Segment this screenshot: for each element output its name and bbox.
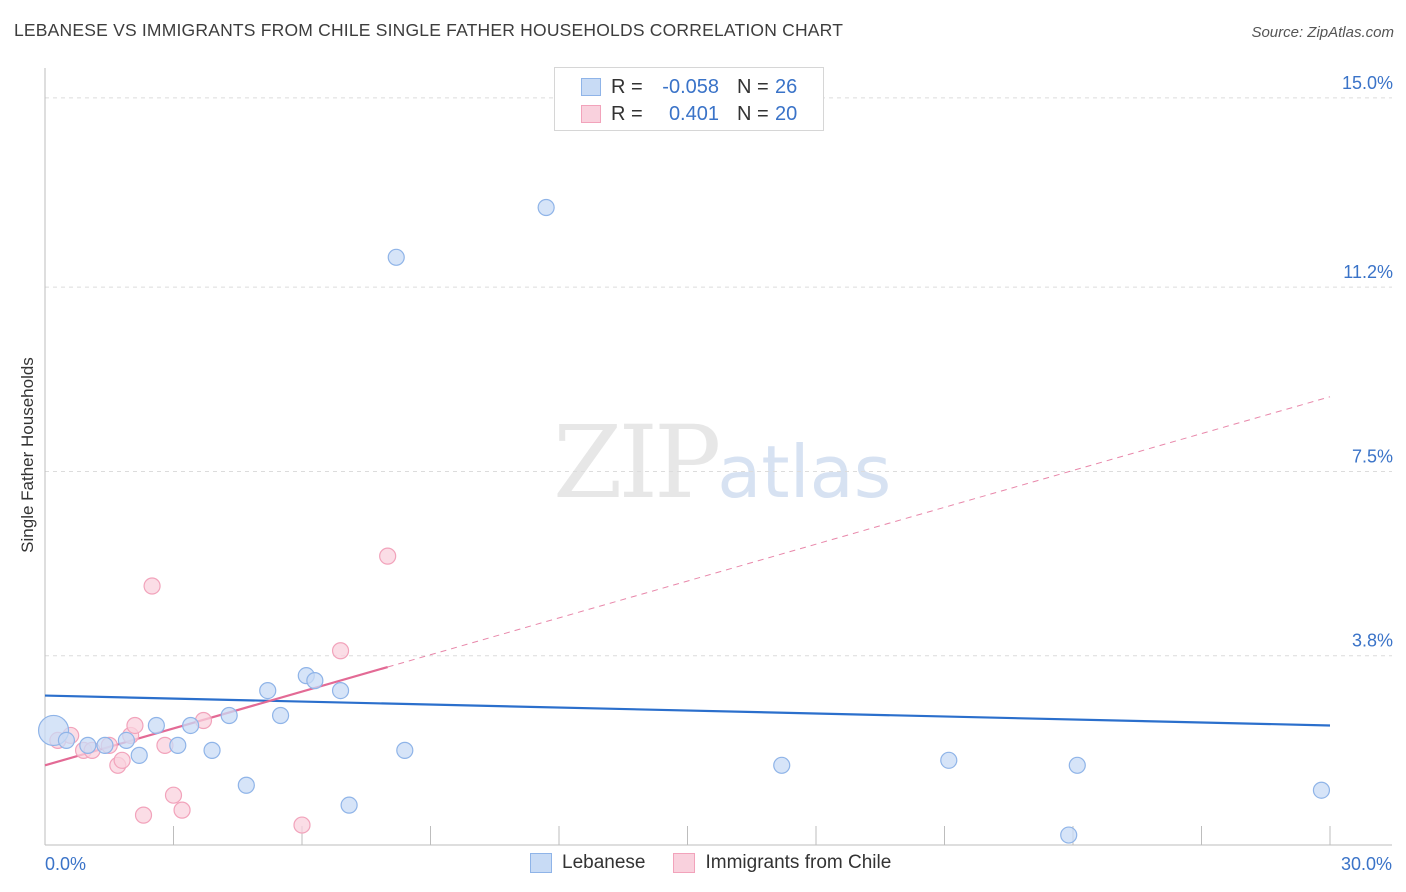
- legend-r-label: R =: [611, 75, 643, 98]
- legend-swatch-lebanese: [581, 78, 601, 96]
- chile-point: [293, 816, 311, 834]
- chile-point: [143, 577, 161, 595]
- trend-line-extension: [387, 396, 1331, 668]
- legend-r-label: R =: [611, 102, 643, 125]
- lebanese-point: [396, 741, 414, 759]
- legend-r-value: 0.401: [668, 102, 719, 125]
- lebanese-point: [1312, 781, 1331, 799]
- x-tick-label: 30.0%: [1341, 854, 1392, 874]
- source-label: Source: ZipAtlas.com: [1251, 24, 1394, 41]
- legend-item-lebanese[interactable]: Lebanese: [530, 852, 645, 874]
- y-tick-label: 7.5%: [1352, 446, 1393, 466]
- chile-point: [331, 642, 350, 660]
- axes-layer: [44, 68, 1392, 846]
- legend-row-chile: R = 0.401 N = 20: [581, 103, 797, 125]
- lebanese-point: [117, 731, 135, 750]
- lebanese-point: [237, 776, 255, 794]
- legend-row-lebanese: R = -0.058 N = 26: [581, 76, 797, 98]
- lebanese-point: [130, 746, 148, 764]
- lebanese-point: [169, 736, 187, 754]
- points-layer: [37, 198, 1331, 844]
- legend-swatch-lebanese: [530, 853, 552, 873]
- trend-line: [44, 694, 1331, 727]
- lebanese-point: [271, 706, 290, 725]
- lebanese-point: [1068, 756, 1086, 774]
- legend-n-label: N =: [737, 75, 769, 98]
- legend-label-lebanese: Lebanese: [562, 852, 646, 873]
- lebanese-point: [940, 751, 958, 769]
- chile-point: [134, 806, 153, 824]
- legend-n-value: 20: [775, 102, 798, 125]
- legend-r-value: -0.058: [662, 75, 719, 98]
- correlation-legend: R = -0.058 N = 26 R = 0.401 N = 20: [554, 67, 824, 131]
- y-tick-label: 3.8%: [1352, 631, 1393, 651]
- lebanese-point: [57, 731, 76, 750]
- lebanese-point: [259, 682, 277, 700]
- lebanese-point: [96, 736, 114, 754]
- series-legend: Lebanese Immigrants from Chile: [530, 852, 919, 874]
- chile-point: [126, 716, 144, 735]
- lebanese-point: [79, 736, 97, 754]
- lebanese-point: [306, 672, 324, 690]
- legend-n-value: 26: [775, 75, 798, 98]
- lebanese-point: [203, 741, 221, 759]
- y-tick-label: 11.2%: [1343, 262, 1393, 282]
- y-axis-label: Single Father Households: [18, 357, 37, 553]
- tick-label-layer: 3.8% 7.5% 11.2% 15.0% 0.0% 30.0%: [45, 73, 1393, 874]
- legend-item-chile[interactable]: Immigrants from Chile: [673, 852, 891, 874]
- legend-label-chile: Immigrants from Chile: [705, 852, 892, 873]
- lebanese-point: [147, 716, 165, 735]
- chile-point: [113, 751, 131, 769]
- chile-point: [379, 547, 397, 565]
- watermark: ZIPatlas: [553, 404, 891, 521]
- chart-title: LEBANESE VS IMMIGRANTS FROM CHILE SINGLE…: [14, 20, 844, 40]
- lebanese-point: [773, 756, 791, 774]
- chile-point: [173, 801, 191, 819]
- lebanese-point: [537, 198, 555, 217]
- lebanese-point: [182, 716, 200, 735]
- legend-swatch-chile: [581, 105, 601, 123]
- legend-swatch-chile: [673, 853, 696, 873]
- legend-n-label: N =: [737, 102, 769, 125]
- lebanese-point: [387, 248, 405, 266]
- lebanese-point: [1060, 826, 1078, 844]
- x-tick-label: 0.0%: [45, 854, 86, 874]
- y-tick-label: 15.0%: [1342, 73, 1393, 93]
- watermark-atlas: atlas: [717, 430, 892, 514]
- watermark-zip: ZIP: [553, 404, 721, 521]
- lebanese-point: [220, 706, 238, 725]
- lebanese-point: [331, 682, 350, 700]
- chile-point: [164, 786, 183, 804]
- lebanese-point: [340, 796, 358, 814]
- trend-layer: [44, 396, 1331, 767]
